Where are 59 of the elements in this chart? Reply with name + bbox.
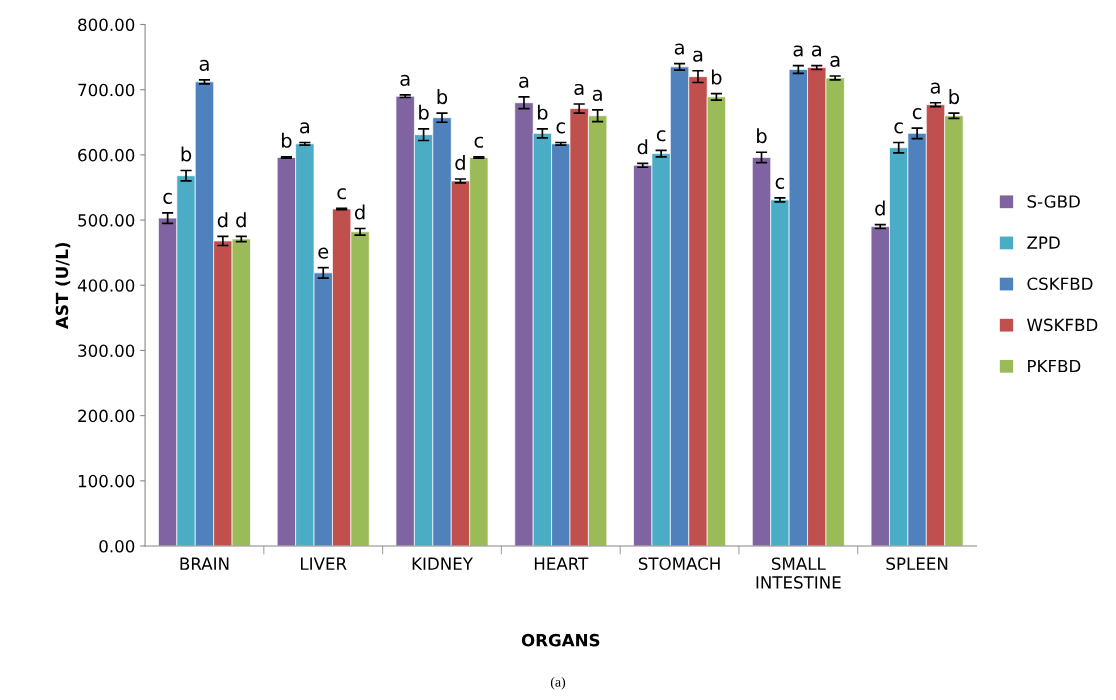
legend-label: ZPD [1027, 236, 1060, 249]
y-tick-label: 800.00 [78, 18, 135, 32]
data-label: a [300, 122, 310, 134]
data-label: c [556, 122, 565, 134]
data-label: d [637, 139, 648, 155]
x-tick-label: KIDNEY [412, 557, 473, 570]
y-axis-title: AST (U/L) [55, 242, 71, 329]
x-tick-label: BRAIN [180, 557, 229, 570]
x-axis-title: ORGANS [521, 633, 600, 647]
data-label: a [400, 74, 410, 86]
data-label: c [656, 130, 666, 142]
x-tick-label: LIVER [301, 557, 347, 570]
data-label: a [574, 83, 584, 96]
data-label: c [474, 136, 483, 148]
data-label: b [282, 132, 292, 148]
data-label: a [693, 50, 703, 62]
data-label: d [217, 212, 228, 228]
legend-label: PKFBD [1028, 359, 1081, 373]
x-tick-label: STOMACH [638, 557, 720, 571]
y-tick-label: 400.00 [77, 279, 135, 292]
legend-label: WSKFBD [1027, 318, 1098, 332]
data-label: d [875, 200, 885, 216]
y-tick-label: 200.00 [78, 409, 135, 423]
data-label: b [437, 89, 448, 105]
data-label: c [912, 108, 922, 120]
text: (a) [550, 676, 566, 690]
data-label: a [793, 45, 803, 57]
data-label: b [949, 89, 960, 105]
y-tick-label: 300.00 [78, 344, 135, 358]
data-label: d [236, 212, 246, 228]
data-label: b [181, 146, 192, 162]
data-label: b [711, 69, 722, 85]
x-tick-label: HEART [534, 557, 589, 570]
y-tick-label: 100.00 [78, 474, 135, 488]
data-label: c [163, 192, 172, 204]
data-label: a [930, 82, 940, 94]
data-label: a [592, 89, 602, 101]
x-tick-label: SPLEEN [886, 557, 948, 571]
legend-label: S-GBD [1027, 195, 1080, 208]
data-label: c [894, 122, 903, 134]
data-label: b [537, 104, 548, 120]
data-label: d [455, 154, 465, 171]
legend-label: CSKFBD [1027, 277, 1093, 291]
data-label: a [811, 45, 821, 57]
data-label: e [318, 247, 329, 259]
y-tick-label: 700.00 [78, 83, 135, 97]
data-label: b [757, 128, 767, 144]
data-label: a [199, 59, 209, 71]
y-tick-label: 0.00 [99, 539, 135, 553]
data-label: d [354, 204, 365, 220]
y-tick-label: 500.00 [78, 214, 135, 227]
data-label: a [830, 55, 840, 68]
x-tick-label: SMALL INTESTINE [756, 557, 841, 589]
data-label: c [337, 188, 346, 200]
y-tick-label: 600.00 [78, 148, 135, 162]
data-label: a [674, 43, 684, 55]
data-label: c [775, 177, 785, 189]
data-label: a [519, 76, 529, 88]
data-label: b [419, 104, 429, 120]
